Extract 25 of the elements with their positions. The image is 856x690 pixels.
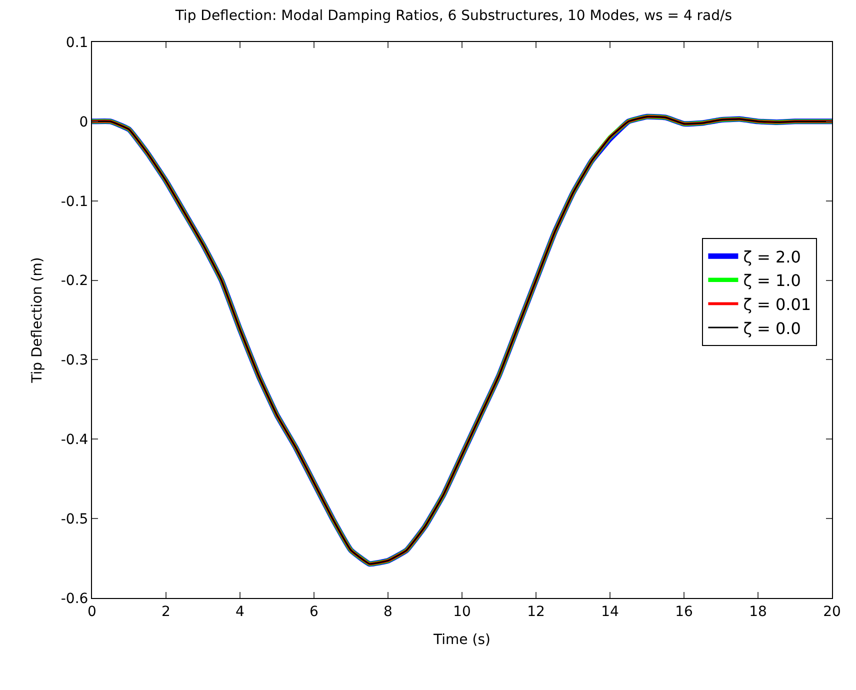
- x-tick-label: 12: [527, 604, 545, 620]
- legend-label: ζ = 0.0: [743, 318, 801, 338]
- legend-label: ζ = 2.0: [743, 247, 801, 266]
- x-tick-label: 4: [236, 604, 245, 620]
- legend-label: ζ = 0.01: [743, 294, 812, 314]
- chart-title: Tip Deflection: Modal Damping Ratios, 6 Substructures, 10 Modes, ws = 4 rad/s: [174, 8, 732, 24]
- y-tick-label: -0.3: [60, 352, 88, 369]
- y-tick-label: -0.6: [60, 590, 88, 607]
- x-axis-title: Time (s): [432, 632, 490, 648]
- legend-label: ζ = 1.0: [743, 271, 801, 290]
- y-tick-label: -0.4: [60, 432, 88, 448]
- x-tick-label: 16: [675, 604, 693, 620]
- y-tick-label: 0: [79, 114, 88, 130]
- y-axis-title: Tip Deflection (m): [29, 257, 46, 384]
- x-tick-label: 6: [310, 604, 319, 620]
- x-tick-label: 8: [384, 604, 392, 620]
- y-tick-label: -0.5: [60, 511, 88, 528]
- x-tick-label: 2: [162, 604, 170, 620]
- x-tick-label: 14: [601, 604, 619, 620]
- x-tick-label: 18: [749, 604, 767, 620]
- y-tick-label: -0.1: [60, 194, 88, 210]
- x-tick-label: 10: [453, 604, 471, 620]
- y-tick-label: -0.2: [60, 273, 88, 290]
- x-tick-label: 20: [823, 604, 841, 620]
- y-tick-label: 0.1: [66, 34, 88, 51]
